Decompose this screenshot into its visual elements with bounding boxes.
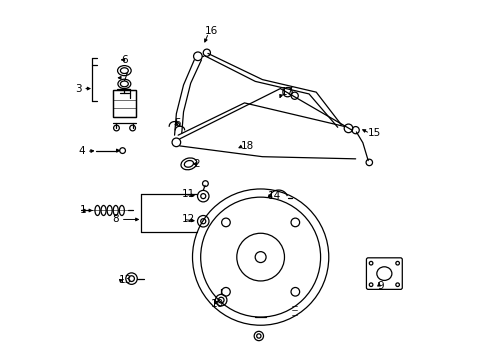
Text: 14: 14	[267, 191, 281, 201]
Text: 16: 16	[204, 26, 218, 36]
Text: 8: 8	[112, 215, 119, 224]
FancyBboxPatch shape	[366, 258, 402, 289]
Text: 15: 15	[367, 129, 381, 138]
Text: 7: 7	[121, 73, 127, 83]
Text: 2: 2	[193, 159, 199, 169]
Bar	[113, 90, 136, 117]
Text: 10: 10	[210, 299, 223, 309]
Text: 1: 1	[80, 206, 86, 216]
Text: 12: 12	[182, 215, 195, 224]
Text: 5: 5	[174, 118, 181, 128]
Text: 17: 17	[280, 87, 293, 97]
Text: 4: 4	[78, 146, 85, 156]
Text: 18: 18	[241, 141, 254, 151]
Text: 11: 11	[182, 189, 195, 199]
Text: 13: 13	[119, 275, 132, 285]
Text: 9: 9	[376, 281, 383, 291]
Text: 3: 3	[75, 84, 81, 94]
Bar	[113, 90, 136, 117]
Text: 6: 6	[121, 55, 127, 65]
